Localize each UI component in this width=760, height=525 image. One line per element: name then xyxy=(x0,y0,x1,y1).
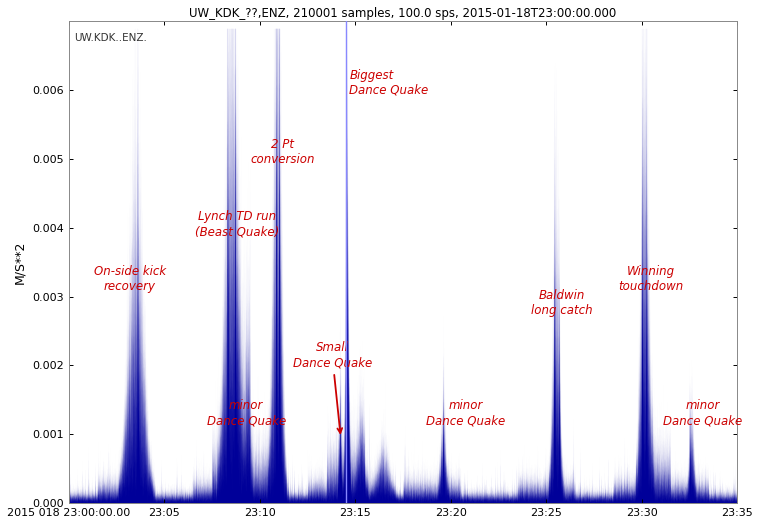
Text: Baldwin
long catch: Baldwin long catch xyxy=(530,289,592,317)
Text: minor
Dance Quake: minor Dance Quake xyxy=(426,400,505,427)
Text: Small
Dance Quake: Small Dance Quake xyxy=(293,341,372,433)
Text: On-side kick
recovery: On-side kick recovery xyxy=(93,265,166,293)
Text: minor
Dance Quake: minor Dance Quake xyxy=(207,400,286,427)
Text: Winning
touchdown: Winning touchdown xyxy=(619,265,684,293)
Text: Lynch TD run
(Beast Quake): Lynch TD run (Beast Quake) xyxy=(195,210,279,238)
Text: minor
Dance Quake: minor Dance Quake xyxy=(663,400,743,427)
Y-axis label: M/S**2: M/S**2 xyxy=(14,240,27,284)
Title: UW_KDK_??,ENZ, 210001 samples, 100.0 sps, 2015-01-18T23:00:00.000: UW_KDK_??,ENZ, 210001 samples, 100.0 sps… xyxy=(189,7,616,20)
Text: 2 Pt
conversion: 2 Pt conversion xyxy=(250,138,315,166)
Text: Biggest
Dance Quake: Biggest Dance Quake xyxy=(350,69,429,97)
Text: UW.KDK..ENZ.: UW.KDK..ENZ. xyxy=(74,33,147,43)
